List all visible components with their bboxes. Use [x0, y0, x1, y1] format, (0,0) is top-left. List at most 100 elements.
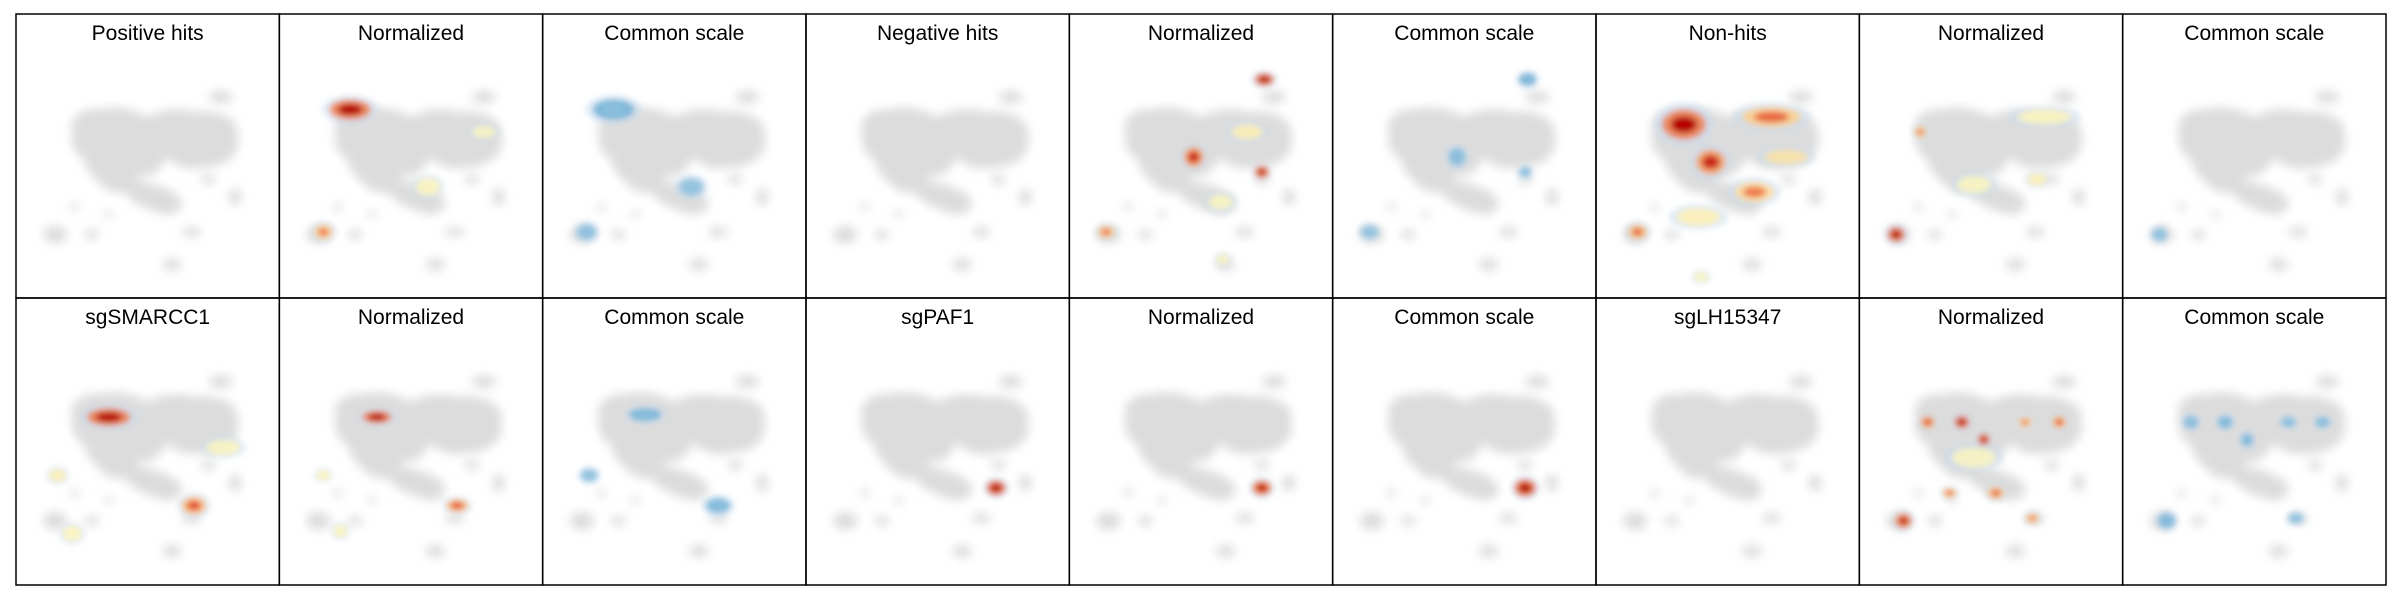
density-overlay: [2155, 412, 2333, 532]
umap-density: [1357, 70, 1559, 271]
density-hotspot-3: [411, 174, 445, 200]
density-hotspot-2: [701, 494, 735, 517]
panel-title: sgPAF1: [901, 306, 974, 329]
umap-background: [1096, 90, 1295, 271]
density-hotspot-6: [2155, 509, 2179, 532]
panel-title: Non-hits: [1689, 22, 1767, 45]
umap-background: [1359, 375, 1559, 558]
panel-title: Positive hits: [92, 22, 204, 45]
density-hotspot-1: [982, 476, 1010, 499]
density-overlay: [982, 476, 1010, 499]
density-hotspot-2: [177, 492, 211, 519]
density-hotspot-8: [1984, 483, 2008, 503]
panel-r1-c1: Positive hits: [15, 13, 281, 299]
density-overlay: [310, 95, 501, 243]
panel-r1-c3: Common scale: [541, 13, 807, 299]
density-hotspot-7: [1214, 252, 1232, 267]
density-hotspot-4: [1225, 121, 1269, 143]
umap-background: [306, 90, 505, 271]
density-hotspot-5: [1728, 177, 1781, 207]
umap-density: [2149, 375, 2349, 558]
density-overlay: [1248, 476, 1275, 499]
umap-density: [569, 375, 769, 558]
umap-background: [1623, 375, 1822, 558]
density-hotspot-5: [1094, 222, 1118, 242]
panel-r2-c1: sgSMARCC1: [15, 297, 281, 586]
umap-density: [1623, 90, 1822, 285]
density-hotspot-7: [1668, 204, 1729, 230]
density-overlay: [1510, 475, 1540, 501]
density-hotspot-2: [310, 221, 337, 243]
density-hotspot-2: [1690, 143, 1731, 181]
density-hotspot-2: [1951, 412, 1972, 432]
density-hotspot-9: [2022, 510, 2043, 526]
umap-density: [2149, 90, 2349, 271]
density-hotspot-5: [200, 436, 247, 459]
panel-title: Normalized: [1938, 22, 2044, 45]
panel-r2-c5: Normalized: [1068, 297, 1334, 586]
density-hotspot-4: [467, 122, 501, 142]
density-hotspot-1: [585, 95, 642, 124]
density-hotspot-10: [1944, 442, 2004, 473]
density-hotspot-2: [1445, 144, 1469, 170]
panel-title: Normalized: [1148, 22, 1254, 45]
density-hotspot-1: [623, 405, 667, 424]
density-hotspot-5: [2015, 414, 2035, 430]
umap-density: [1096, 375, 1295, 558]
panel-title: Common scale: [2184, 22, 2324, 45]
panel-r2-c8: Normalized: [1858, 297, 2124, 586]
density-overlay: [1094, 70, 1278, 267]
umap-density: [1886, 375, 2085, 558]
density-hotspot-3: [46, 466, 70, 485]
panel-title: Common scale: [1394, 306, 1534, 329]
density-hotspot-2: [573, 221, 600, 243]
density-hotspot-3: [2008, 106, 2081, 128]
density-hotspot-6: [1624, 221, 1651, 243]
umap-background: [1096, 375, 1295, 558]
density-hotspot-7: [1939, 485, 1960, 501]
density-overlay: [46, 404, 247, 545]
density-hotspot-1: [1510, 475, 1540, 501]
panel-title: Common scale: [604, 306, 744, 329]
density-hotspot-7: [2285, 510, 2306, 526]
umap-density: [1623, 375, 1822, 558]
umap-background: [833, 90, 1032, 271]
umap-density: [306, 90, 505, 271]
density-hotspot-1: [1251, 70, 1278, 89]
umap-background: [2149, 375, 2349, 558]
umap-density: [833, 90, 1032, 271]
panel-title: Normalized: [358, 306, 464, 329]
density-hotspot-1: [2149, 225, 2170, 244]
density-hotspot-3: [1732, 102, 1811, 132]
density-hotspot-1: [2181, 412, 2201, 432]
panel-title: sgSMARCC1: [85, 306, 210, 329]
density-hotspot-1: [79, 404, 139, 430]
panel-r1-c5: Normalized: [1068, 13, 1334, 299]
density-hotspot-4: [59, 522, 86, 545]
density-overlay: [573, 95, 708, 243]
density-hotspot-2: [1912, 122, 1929, 142]
density-hotspot-2: [2215, 412, 2235, 432]
density-hotspot-1: [357, 407, 397, 427]
density-hotspot-5: [2024, 170, 2051, 189]
density-hotspot-1: [1248, 476, 1275, 499]
umap-density: [569, 90, 769, 271]
panel-r1-c9: Common scale: [2121, 13, 2387, 299]
umap-density: [306, 375, 505, 558]
density-hotspot-2: [442, 496, 473, 515]
panel-r2-c3: Common scale: [541, 297, 807, 586]
umap-background: [43, 90, 242, 271]
umap-density: [1094, 70, 1295, 271]
density-overlay: [313, 407, 473, 541]
density-hotspot-3: [674, 174, 708, 200]
umap-background: [2149, 90, 2349, 271]
panel-r1-c7: Non-hits: [1595, 13, 1861, 299]
density-hotspot-4: [1756, 146, 1816, 168]
density-hotspot-3: [1251, 162, 1272, 182]
density-hotspot-4: [2278, 414, 2299, 430]
density-hotspot-2: [1180, 142, 1207, 172]
panel-title: Normalized: [1938, 306, 2044, 329]
density-hotspot-1: [1654, 102, 1714, 147]
density-hotspot-1: [322, 95, 379, 124]
panel-r2-c2: Normalized: [278, 297, 544, 586]
